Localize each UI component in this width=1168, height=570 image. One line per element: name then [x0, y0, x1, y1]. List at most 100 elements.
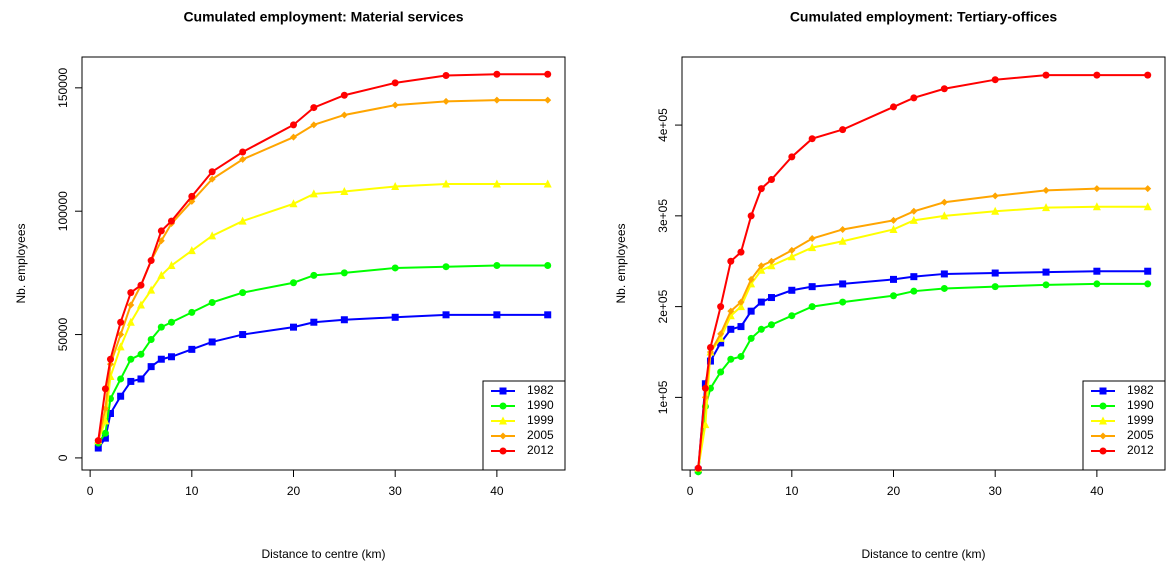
marker — [757, 262, 765, 270]
marker — [747, 307, 755, 315]
marker — [239, 289, 247, 297]
marker — [839, 280, 847, 288]
marker — [808, 283, 816, 291]
marker — [157, 270, 166, 279]
marker — [499, 447, 507, 455]
marker — [757, 265, 766, 274]
marker — [187, 246, 196, 255]
x-axis-label: Distance to centre (km) — [861, 547, 985, 561]
marker — [991, 269, 999, 277]
marker — [137, 350, 145, 358]
series-line — [97, 264, 548, 444]
marker — [991, 192, 999, 200]
marker — [106, 355, 114, 363]
marker — [991, 283, 999, 291]
marker — [736, 302, 745, 311]
marker — [544, 311, 552, 319]
y-tick-label: 50000 — [56, 318, 70, 352]
marker — [737, 248, 745, 256]
marker — [147, 285, 156, 294]
x-tick-label: 20 — [887, 484, 901, 498]
marker — [940, 198, 948, 206]
marker — [1099, 416, 1107, 425]
marker — [101, 434, 109, 442]
legend-box — [482, 380, 566, 471]
marker — [808, 243, 817, 252]
marker — [127, 377, 135, 385]
y-tick-label: 0 — [56, 454, 70, 461]
marker — [808, 235, 816, 243]
y-axis-label: Nb. employees — [14, 223, 28, 303]
y-tick-label: 150000 — [56, 67, 70, 107]
marker — [767, 294, 775, 302]
marker — [442, 72, 450, 80]
marker — [391, 313, 399, 321]
marker — [838, 236, 847, 245]
marker — [544, 261, 552, 269]
marker — [544, 70, 552, 78]
marker — [910, 287, 918, 295]
legend-label: 2005 — [527, 428, 554, 442]
marker — [808, 303, 816, 311]
marker — [289, 199, 298, 208]
x-tick-label: 40 — [490, 484, 504, 498]
marker — [137, 375, 145, 383]
marker — [94, 444, 102, 452]
marker — [391, 79, 399, 87]
marker — [188, 308, 196, 316]
marker — [239, 155, 247, 163]
marker — [716, 333, 725, 342]
marker — [717, 339, 725, 347]
marker — [147, 257, 155, 265]
marker — [767, 321, 775, 329]
marker — [890, 103, 898, 111]
x-tick-label: 0 — [87, 484, 94, 498]
y-tick-label: 4e+05 — [656, 108, 670, 142]
marker — [940, 85, 948, 93]
marker — [991, 206, 1000, 215]
x-tick-label: 10 — [185, 484, 199, 498]
marker — [391, 182, 400, 191]
marker — [493, 96, 501, 104]
marker — [290, 279, 298, 287]
marker — [136, 300, 145, 309]
marker — [239, 148, 247, 156]
marker — [694, 464, 702, 472]
marker — [127, 301, 135, 309]
marker — [757, 325, 765, 333]
x-tick-label: 30 — [389, 484, 403, 498]
marker — [940, 270, 948, 278]
marker — [839, 298, 847, 306]
marker — [706, 343, 714, 351]
marker — [127, 355, 135, 363]
marker — [101, 429, 109, 437]
marker — [788, 153, 796, 161]
marker — [442, 97, 450, 105]
marker — [290, 121, 298, 129]
marker — [727, 257, 735, 265]
x-tick-label: 40 — [1090, 484, 1104, 498]
marker — [310, 318, 318, 326]
marker — [940, 211, 949, 220]
legend-label: 1990 — [1127, 398, 1154, 412]
x-tick-label: 20 — [287, 484, 301, 498]
marker — [737, 353, 745, 361]
marker — [127, 289, 135, 297]
marker — [340, 186, 349, 195]
marker — [717, 368, 725, 376]
marker — [747, 275, 755, 283]
marker — [493, 261, 501, 269]
y-tick-label: 3e+05 — [656, 199, 670, 233]
marker — [310, 121, 318, 129]
marker — [117, 392, 125, 400]
marker — [890, 275, 898, 283]
chart-panel: Cumulated employment: Tertiary-offices Di… — [614, 9, 1166, 561]
marker — [391, 101, 399, 109]
marker — [890, 292, 898, 300]
marker — [839, 126, 847, 134]
marker — [788, 246, 796, 254]
marker — [101, 385, 109, 393]
y-axis-label: Nb. employees — [614, 223, 628, 303]
